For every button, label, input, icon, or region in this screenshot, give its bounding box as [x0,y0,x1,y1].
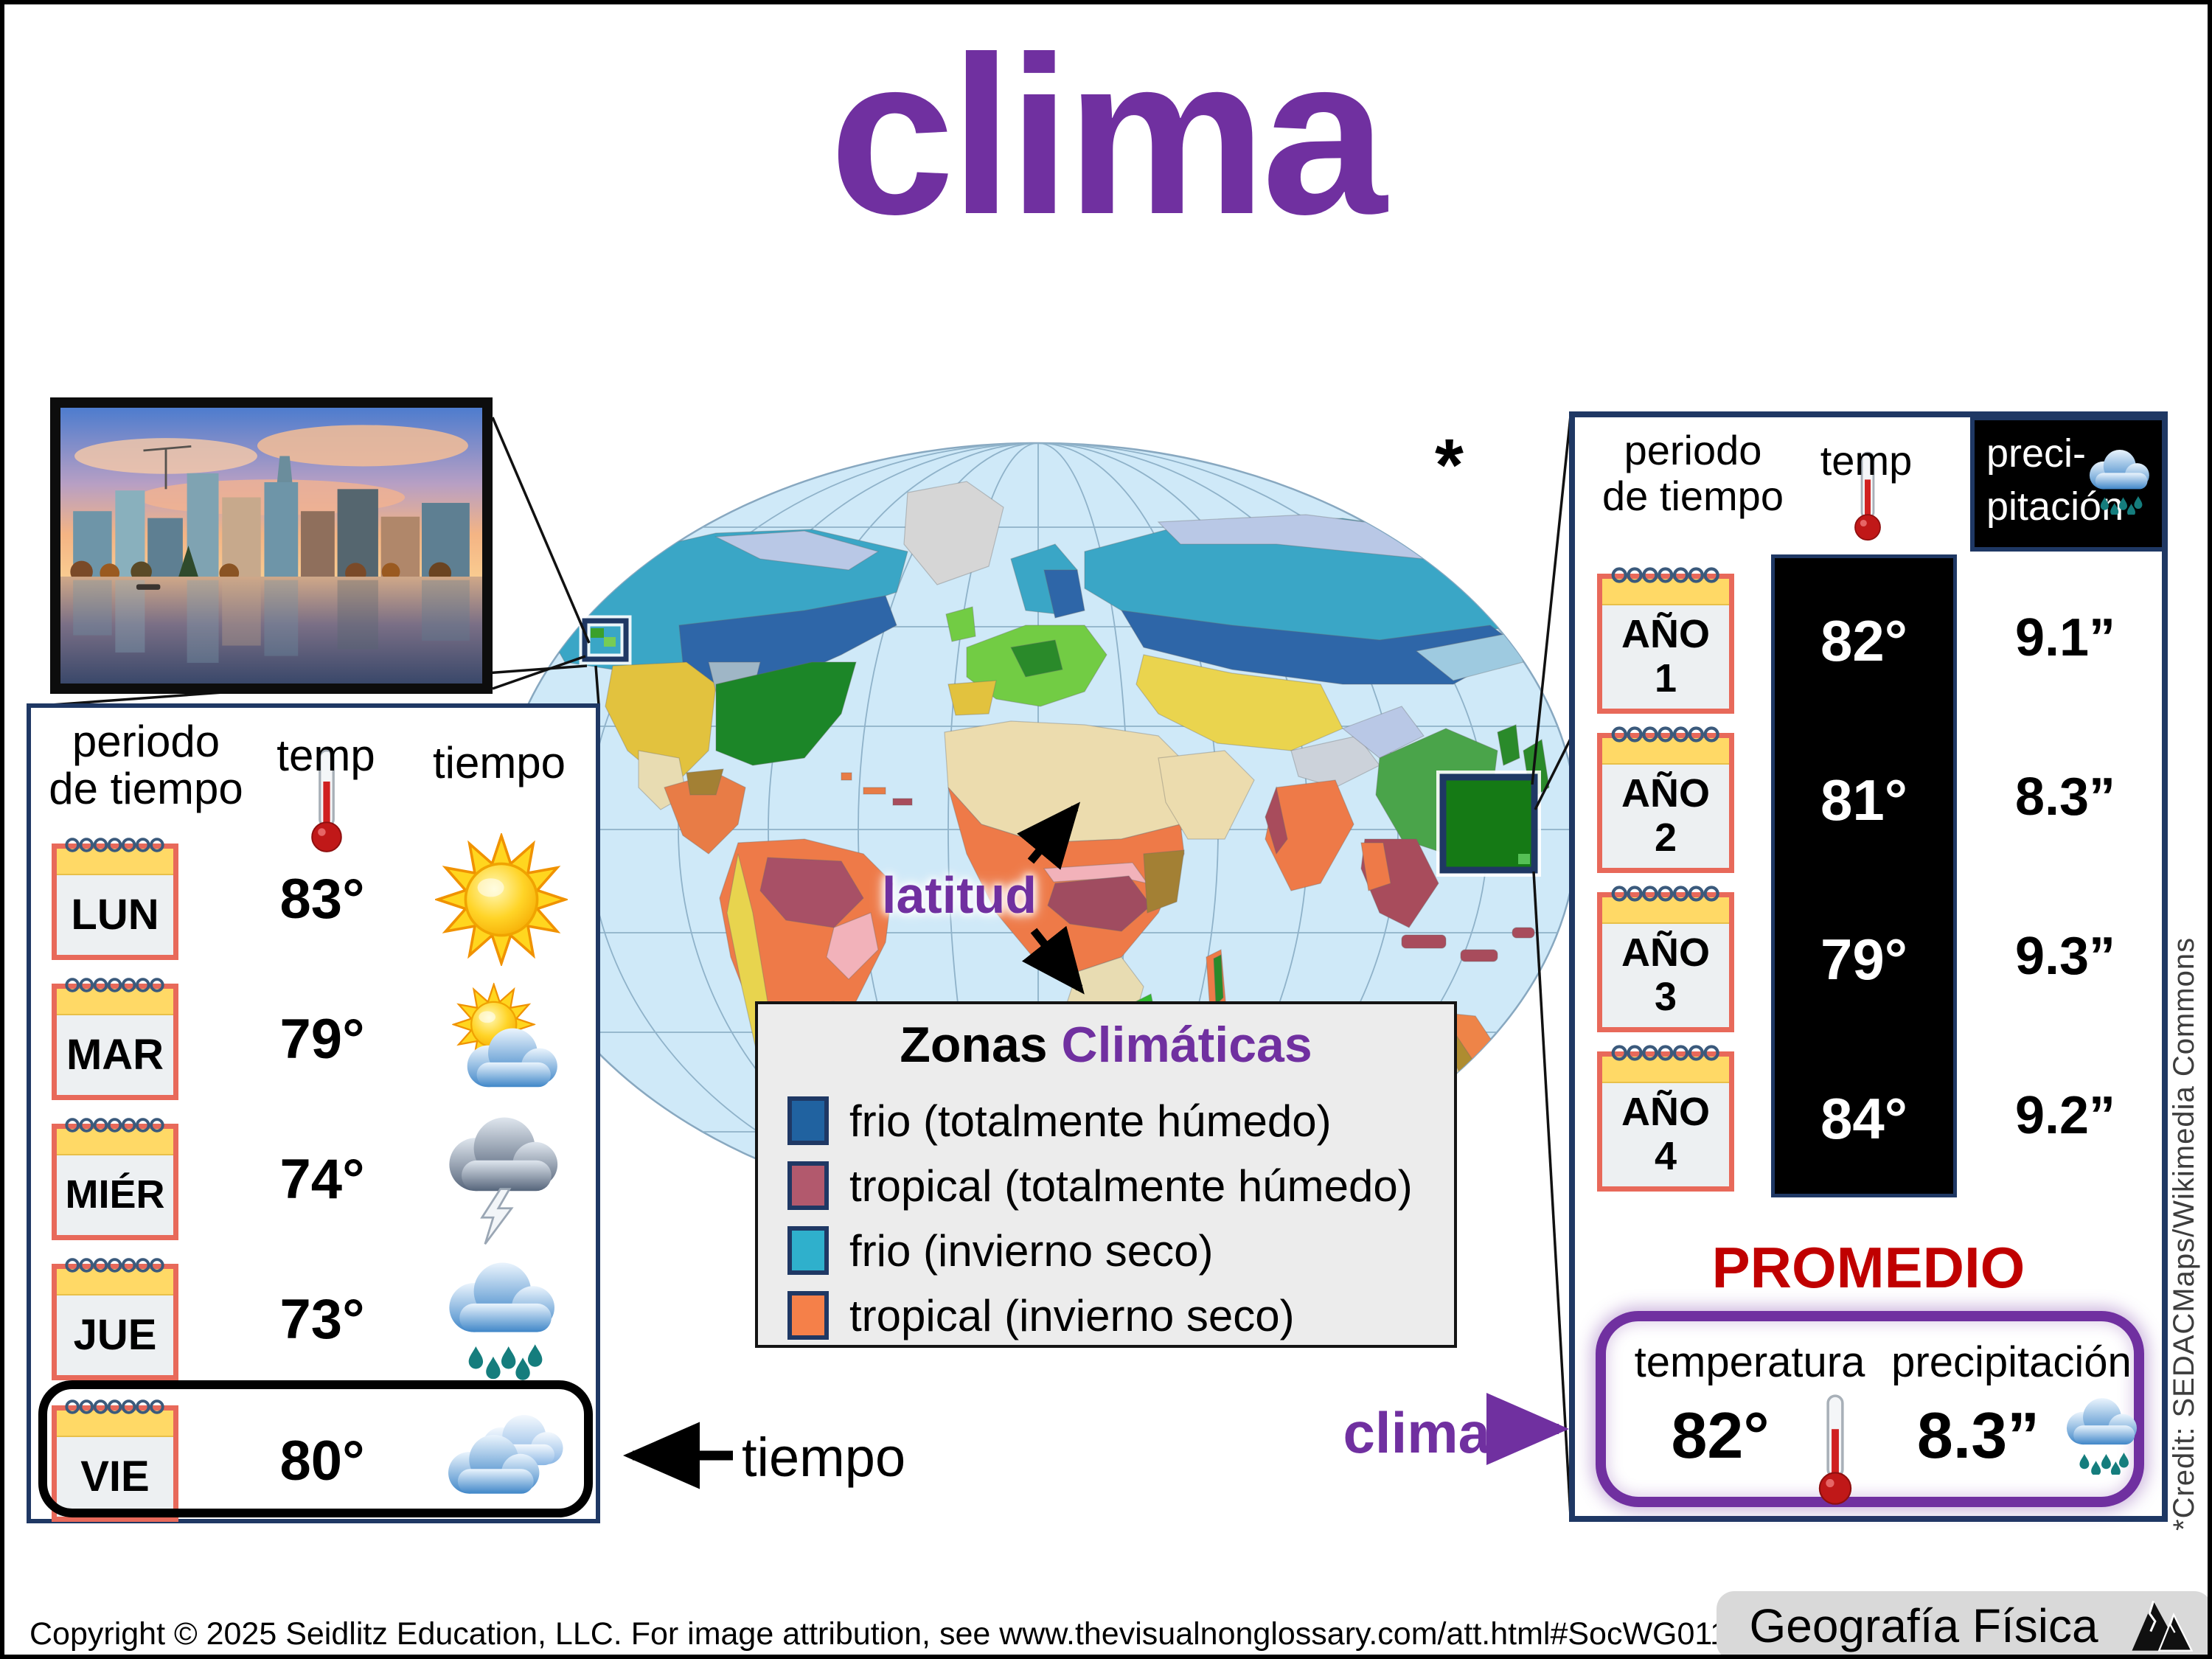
sun-icon [435,833,568,966]
category-badge: Geografía Física [1717,1591,2208,1655]
weather-row-lun: LUN 83° [31,833,596,966]
precipitation-value: 9.1” [2014,608,2116,667]
column-header-temp: temp [1820,437,1913,484]
column-header-weather: tiempo [432,738,566,787]
map-asterisk: * [1435,424,1464,507]
map-legend: Zonas Climáticas frio (totalmente húmedo… [755,1001,1457,1348]
copyright-text: Copyright © 2025 Seidlitz Education, LLC… [29,1616,1728,1652]
average-temp-label: temperatura [1634,1338,1865,1386]
vie-row-highlight [38,1380,593,1517]
average-precip-label: precipitación [1891,1338,2132,1386]
rain-cloud-icon [435,1253,568,1386]
thunderstorm-icon [435,1113,568,1246]
calendar-icon: MAR [52,984,178,1100]
rain-cloud-icon [2057,1398,2146,1475]
image-credit: *Credit: SEDACMaps/Wikimedia Commons [2168,936,2200,1531]
temperature-value: 81° [1820,768,1907,832]
legend-item: tropical (invierno seco) [787,1286,1295,1345]
calendar-icon: VIE [52,1405,178,1522]
average-precip-value: 8.3” [1916,1399,2040,1472]
weather-row-jue: JUE 73° [31,1253,596,1386]
legend-swatch-frio-humedo [787,1096,829,1145]
temperature-value: 84° [1820,1086,1907,1151]
legend-swatch-frio-seco [787,1226,829,1275]
legend-swatch-tropical-seco [787,1291,829,1340]
page-title: clima [830,10,1387,261]
city-photo [50,397,493,694]
legend-swatch-tropical-humedo [787,1161,829,1210]
temperature-value: 73° [279,1288,365,1351]
calendar-icon-ano1: AÑO 1 [1597,574,1734,714]
temperature-value: 82° [1820,608,1907,673]
spiral-binding-icon [1610,1042,1721,1064]
spiral-binding-icon [63,974,166,996]
average-climate-box: temperatura precipitación 82° 8.3” [1596,1311,2144,1507]
temperature-value: 74° [279,1148,365,1211]
weather-row-mar: MAR 79° [31,973,596,1106]
tiempo-callout-label: tiempo [742,1427,906,1488]
rain-cloud-icon [2081,450,2157,515]
legend-item: frio (totalmente húmedo) [787,1091,1332,1150]
spiral-binding-icon [1610,564,1721,586]
promedio-heading: PROMEDIO [1711,1235,2025,1300]
thermometer-icon [1812,1386,1858,1512]
column-header-period: periodo de tiempo [1602,427,1784,519]
temperature-column-background [1771,554,1957,1197]
temperature-value: 80° [279,1430,365,1492]
precipitation-value: 9.2” [2014,1086,2116,1145]
spiral-binding-icon [1610,883,1721,905]
calendar-icon: JUE [52,1264,178,1380]
clima-callout-label: clima [1343,1400,1490,1465]
calendar-icon: LUN [52,844,178,960]
map-highlight-china [1436,771,1541,877]
temperature-value: 83° [279,868,365,931]
weekly-weather-table: periodo de tiempo temp tiempo LUN 83° MA… [27,703,600,1523]
legend-item: frio (invierno seco) [787,1221,1214,1280]
average-temp-value: 82° [1671,1399,1770,1472]
calendar-icon-ano2: AÑO 2 [1597,733,1734,873]
column-header-temp: temp [276,731,375,780]
weather-row-mier: MIÉR 74° [31,1113,596,1246]
calendar-icon: MIÉR [52,1124,178,1240]
calendar-icon-ano3: AÑO 3 [1597,892,1734,1032]
calendar-icon-ano4: AÑO 4 [1597,1051,1734,1192]
latitud-label: latitud [882,866,1037,924]
precipitation-value: 8.3” [2014,768,2116,827]
column-header-period: periodo de tiempo [49,717,243,813]
spiral-binding-icon [63,1254,166,1276]
precipitation-value: 9.3” [2014,927,2116,986]
category-label: Geografía Física [1749,1599,2098,1652]
legend-title: Zonas Climáticas [900,1017,1312,1073]
legend-item: tropical (totalmente húmedo) [787,1156,1413,1215]
spiral-binding-icon [63,834,166,856]
temperature-value: 79° [1820,927,1907,992]
sun-behind-cloud-icon [435,973,568,1106]
column-header-precipitation: preci- pitación [1970,416,2166,552]
climate-history-table: periodo de tiempo temp preci- pitación A… [1569,411,2168,1522]
weather-row-vie: VIE 80° [31,1395,596,1528]
water-reflections [73,580,470,663]
mountain-icon [2131,1596,2193,1655]
spiral-binding-icon [1610,723,1721,745]
temperature-value: 79° [279,1008,365,1071]
spiral-binding-icon [63,1114,166,1136]
